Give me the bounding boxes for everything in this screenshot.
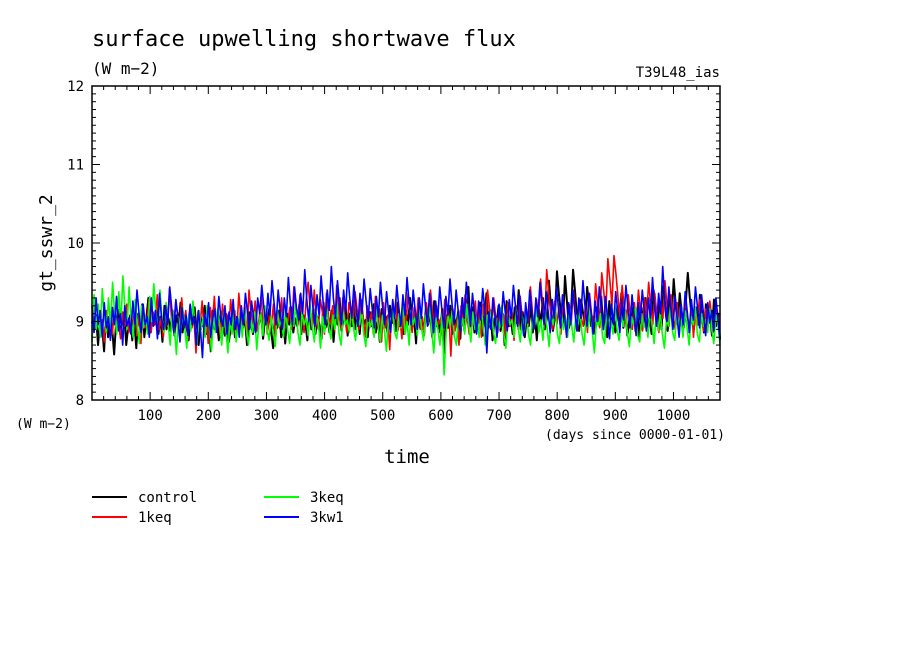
x-tick-label: 100 — [137, 408, 162, 424]
axis-layer — [91, 85, 721, 401]
series-layer — [91, 254, 721, 376]
legend-label-3keq: 3keq — [310, 490, 344, 506]
y-tick-label: 10 — [67, 236, 84, 252]
y-tick-label: 8 — [76, 393, 84, 409]
y-tick-label: 9 — [76, 315, 84, 331]
x-tick-label: 900 — [603, 408, 628, 424]
x-tick-label: 400 — [312, 408, 337, 424]
x-axis-units: (days since 0000-01-01) — [545, 428, 725, 443]
legend: control 1keq 3keq 3kw1 — [92, 490, 344, 526]
x-tick-label: 200 — [196, 408, 221, 424]
chart-units: (W m−2) — [92, 59, 159, 78]
x-axis-label: time — [384, 446, 430, 468]
x-tick-label: 600 — [428, 408, 453, 424]
series-line-3kw1 — [91, 265, 721, 359]
run-label: T39L48_ias — [636, 65, 720, 81]
y-tick-label: 12 — [67, 79, 84, 95]
x-tick-label: 700 — [486, 408, 511, 424]
legend-label-3kw1: 3kw1 — [310, 510, 344, 526]
x-tick-label: 1000 — [657, 408, 691, 424]
chart-title: surface upwelling shortwave flux — [92, 27, 516, 52]
tick-labels: 100 200 300 400 500 600 700 800 900 1000 8 9 10 11 12 — [67, 79, 690, 424]
x-tick-label: 300 — [254, 408, 279, 424]
plot-frame — [91, 85, 721, 401]
y-tick-label: 11 — [67, 158, 84, 174]
y-axis-units: (W m−2) — [16, 417, 71, 432]
x-tick-label: 500 — [370, 408, 395, 424]
y-axis-label: gt_sswr_2 — [36, 194, 57, 292]
legend-label-1keq: 1keq — [138, 510, 172, 526]
x-tick-label: 800 — [545, 408, 570, 424]
legend-label-control: control — [138, 490, 197, 506]
